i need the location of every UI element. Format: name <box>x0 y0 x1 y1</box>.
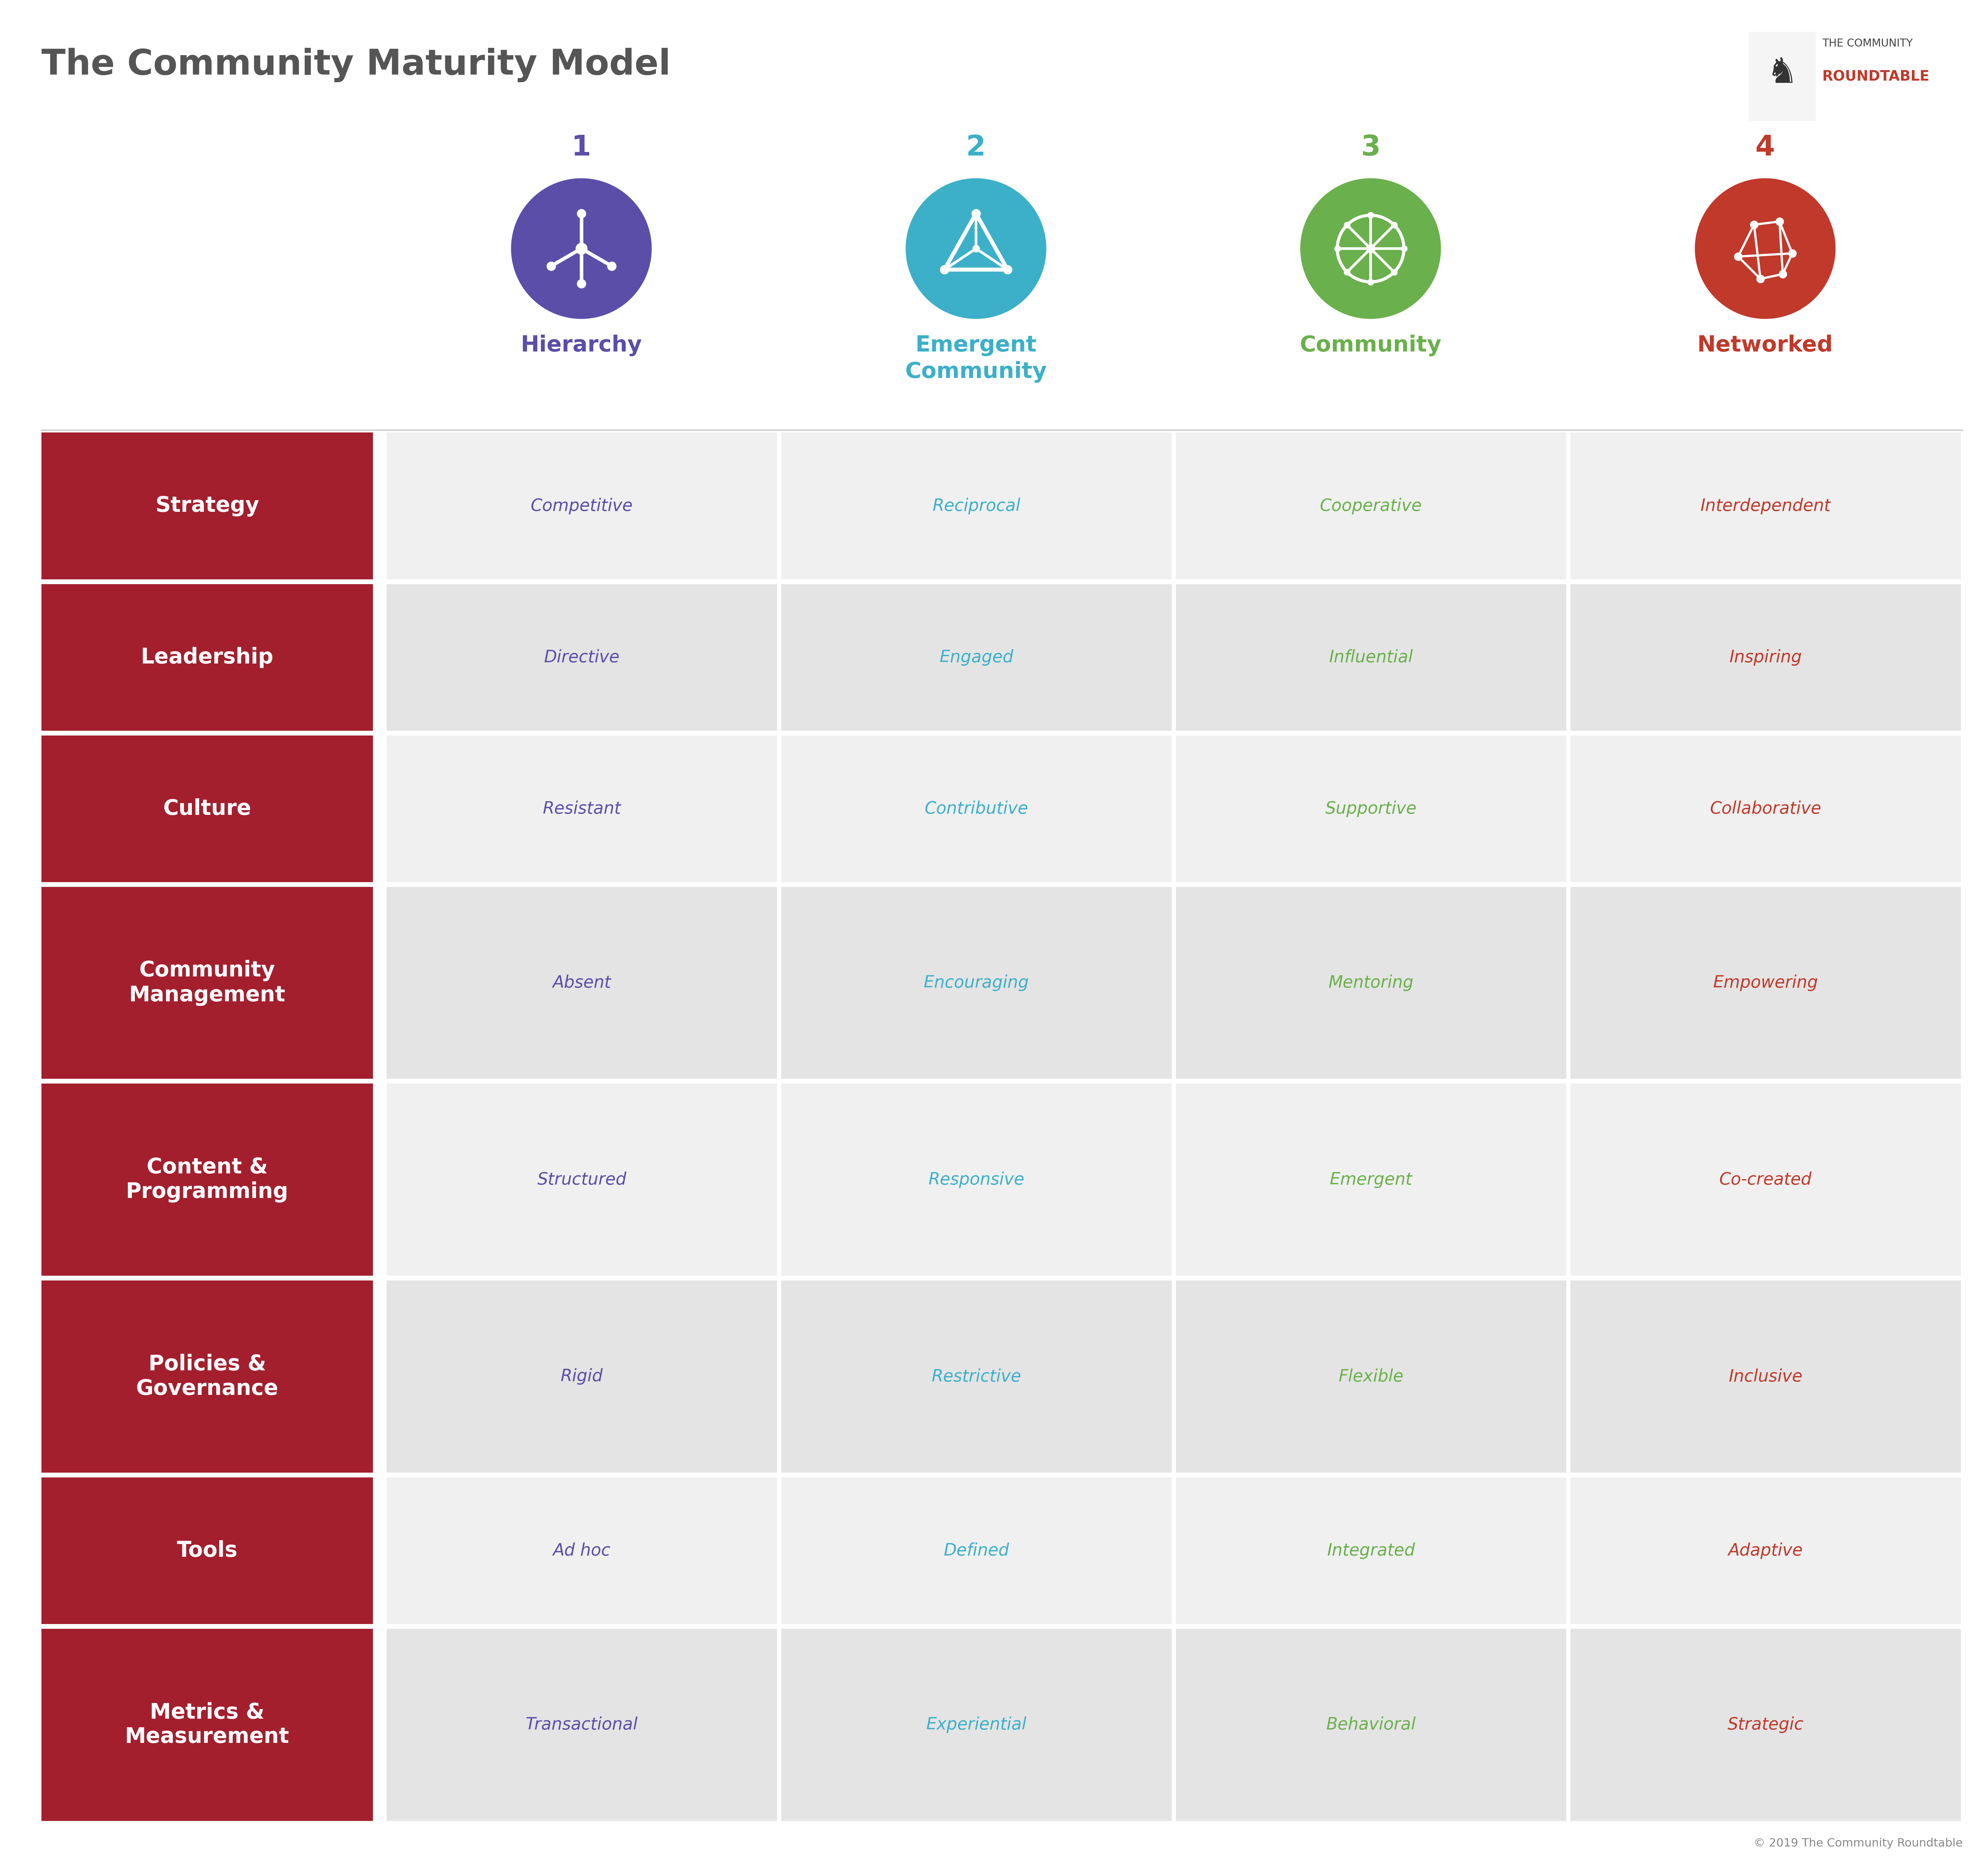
Text: Metrics &
Measurement: Metrics & Measurement <box>125 1703 290 1748</box>
FancyBboxPatch shape <box>1175 735 1567 881</box>
FancyBboxPatch shape <box>1175 584 1567 732</box>
Text: Encouraging: Encouraging <box>924 975 1030 992</box>
FancyBboxPatch shape <box>42 1280 374 1472</box>
Text: Empowering: Empowering <box>1714 975 1819 992</box>
Text: Directive: Directive <box>545 649 620 666</box>
Text: Inclusive: Inclusive <box>1730 1368 1803 1385</box>
Circle shape <box>511 178 652 318</box>
Text: Defined: Defined <box>944 1542 1010 1559</box>
FancyBboxPatch shape <box>386 584 777 732</box>
FancyBboxPatch shape <box>42 1630 374 1820</box>
Text: Reciprocal: Reciprocal <box>932 498 1020 515</box>
FancyBboxPatch shape <box>42 432 374 580</box>
Text: Content &
Programming: Content & Programming <box>125 1156 288 1203</box>
Text: Supportive: Supportive <box>1326 801 1417 818</box>
Text: Behavioral: Behavioral <box>1326 1716 1415 1733</box>
Text: Strategic: Strategic <box>1728 1716 1803 1733</box>
FancyBboxPatch shape <box>386 1478 777 1624</box>
FancyBboxPatch shape <box>1175 1478 1567 1624</box>
Text: Hierarchy: Hierarchy <box>521 335 642 355</box>
Text: Culture: Culture <box>163 799 250 819</box>
Text: Competitive: Competitive <box>531 498 632 515</box>
Text: ♞: ♞ <box>1767 56 1799 90</box>
Circle shape <box>1696 178 1835 318</box>
Text: 4: 4 <box>1755 135 1775 161</box>
Text: Tools: Tools <box>177 1540 237 1560</box>
FancyBboxPatch shape <box>781 432 1171 580</box>
FancyBboxPatch shape <box>781 1478 1171 1624</box>
FancyBboxPatch shape <box>1571 1478 1960 1624</box>
Text: Mentoring: Mentoring <box>1328 975 1413 992</box>
FancyBboxPatch shape <box>1175 1630 1567 1820</box>
Text: Responsive: Responsive <box>928 1171 1024 1188</box>
Circle shape <box>1300 178 1441 318</box>
Text: The Community Maturity Model: The Community Maturity Model <box>42 49 670 82</box>
FancyBboxPatch shape <box>781 1083 1171 1276</box>
Text: Ad hoc: Ad hoc <box>553 1542 610 1559</box>
Text: Contributive: Contributive <box>924 801 1028 818</box>
FancyBboxPatch shape <box>1571 584 1960 732</box>
FancyBboxPatch shape <box>1571 432 1960 580</box>
FancyBboxPatch shape <box>1571 735 1960 881</box>
Text: Adaptive: Adaptive <box>1728 1542 1803 1559</box>
Text: Transactional: Transactional <box>525 1716 638 1733</box>
Text: Collaborative: Collaborative <box>1710 801 1821 818</box>
FancyBboxPatch shape <box>42 887 374 1080</box>
FancyBboxPatch shape <box>386 1280 777 1472</box>
Text: Emergent
Community: Emergent Community <box>905 335 1048 384</box>
Text: Restrictive: Restrictive <box>932 1368 1022 1385</box>
FancyBboxPatch shape <box>1175 887 1567 1080</box>
Text: Policies &
Governance: Policies & Governance <box>135 1355 278 1400</box>
FancyBboxPatch shape <box>1571 1630 1960 1820</box>
FancyBboxPatch shape <box>1571 1280 1960 1472</box>
FancyBboxPatch shape <box>781 887 1171 1080</box>
FancyBboxPatch shape <box>386 1083 777 1276</box>
Text: Strategy: Strategy <box>155 496 258 516</box>
Text: Inspiring: Inspiring <box>1730 649 1801 666</box>
FancyBboxPatch shape <box>386 432 777 580</box>
Text: Resistant: Resistant <box>543 801 620 818</box>
Text: Interdependent: Interdependent <box>1700 498 1831 515</box>
Text: Absent: Absent <box>553 975 610 992</box>
Text: Rigid: Rigid <box>561 1368 602 1385</box>
Text: Integrated: Integrated <box>1326 1542 1415 1559</box>
Text: Experiential: Experiential <box>926 1716 1026 1733</box>
Text: Structured: Structured <box>537 1171 626 1188</box>
Text: Engaged: Engaged <box>940 649 1014 666</box>
Text: Influential: Influential <box>1330 649 1413 666</box>
Text: THE COMMUNITY: THE COMMUNITY <box>1823 37 1912 49</box>
FancyBboxPatch shape <box>1175 1280 1567 1472</box>
Text: Community: Community <box>1300 335 1441 355</box>
FancyBboxPatch shape <box>42 584 374 732</box>
Text: Community
Management: Community Management <box>129 960 286 1007</box>
FancyBboxPatch shape <box>386 1630 777 1820</box>
Text: © 2019 The Community Roundtable: © 2019 The Community Roundtable <box>1753 1837 1962 1849</box>
FancyBboxPatch shape <box>781 1630 1171 1820</box>
FancyBboxPatch shape <box>1175 432 1567 580</box>
Text: Flexible: Flexible <box>1338 1368 1404 1385</box>
Text: Networked: Networked <box>1698 335 1833 355</box>
FancyBboxPatch shape <box>1571 1083 1960 1276</box>
FancyBboxPatch shape <box>781 584 1171 732</box>
Text: 3: 3 <box>1360 135 1380 161</box>
FancyBboxPatch shape <box>1175 1083 1567 1276</box>
Text: Cooperative: Cooperative <box>1320 498 1421 515</box>
FancyBboxPatch shape <box>781 735 1171 881</box>
FancyBboxPatch shape <box>42 735 374 881</box>
Text: 2: 2 <box>966 135 986 161</box>
FancyBboxPatch shape <box>1749 32 1815 122</box>
Text: ROUNDTABLE: ROUNDTABLE <box>1823 69 1930 84</box>
FancyBboxPatch shape <box>42 1083 374 1276</box>
FancyBboxPatch shape <box>1571 887 1960 1080</box>
FancyBboxPatch shape <box>781 1280 1171 1472</box>
Circle shape <box>907 178 1046 318</box>
Text: Emergent: Emergent <box>1330 1171 1411 1188</box>
FancyBboxPatch shape <box>42 1478 374 1624</box>
Text: Co-created: Co-created <box>1720 1171 1811 1188</box>
FancyBboxPatch shape <box>386 887 777 1080</box>
Text: 1: 1 <box>571 135 590 161</box>
Text: Leadership: Leadership <box>141 647 274 668</box>
FancyBboxPatch shape <box>386 735 777 881</box>
